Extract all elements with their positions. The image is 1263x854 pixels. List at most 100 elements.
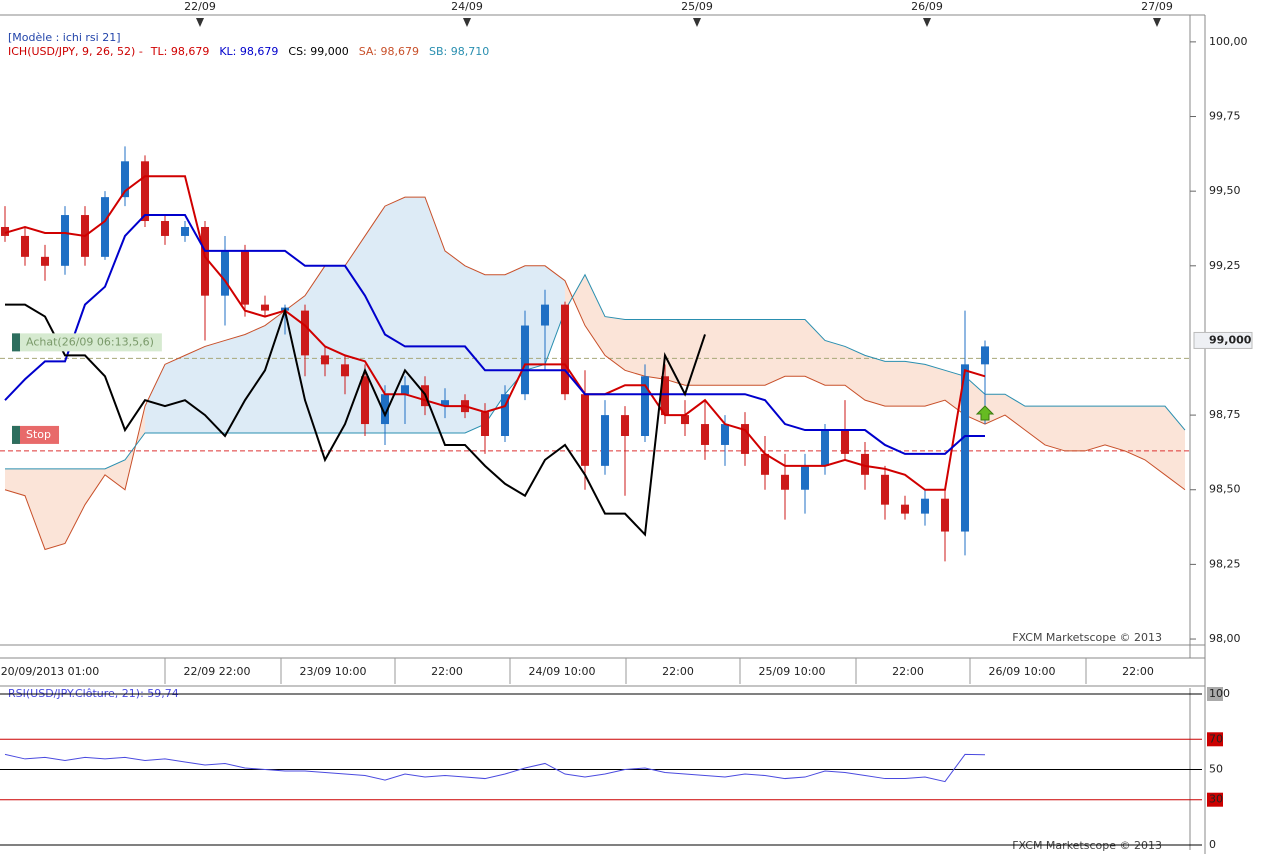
candle-body bbox=[441, 400, 449, 407]
cloud-segment bbox=[705, 319, 725, 386]
candle-body bbox=[201, 226, 209, 296]
cloud-segment bbox=[5, 468, 25, 496]
candle-body bbox=[861, 453, 869, 475]
candle-body bbox=[541, 304, 549, 326]
cloud-segment bbox=[185, 346, 205, 434]
cloud-segment bbox=[25, 468, 45, 550]
rsi-tick-label: 100 bbox=[1209, 687, 1230, 700]
candle-body bbox=[961, 364, 969, 532]
cloud-segment bbox=[545, 265, 565, 365]
candle-body bbox=[881, 474, 889, 505]
cloud-segment bbox=[1165, 406, 1185, 490]
rsi-tick-label: 70 bbox=[1209, 732, 1223, 745]
top-tick-label: 26/09 bbox=[911, 0, 943, 13]
cloud-segment bbox=[805, 319, 825, 386]
candle-body bbox=[41, 256, 49, 266]
candle-body bbox=[261, 304, 269, 311]
level-box bbox=[12, 333, 162, 352]
cloud-segment bbox=[485, 274, 505, 425]
level-label: Stop bbox=[26, 428, 51, 441]
cloud-segment bbox=[1145, 406, 1165, 475]
cloud-segment bbox=[385, 197, 405, 434]
candle-body bbox=[701, 424, 709, 445]
cloud-segment bbox=[505, 265, 525, 395]
cloud-segment bbox=[885, 361, 905, 407]
cloud-segment bbox=[665, 319, 685, 386]
legend-entry: KL: 98,679 bbox=[219, 45, 278, 58]
legend-entry: SB: 98,710 bbox=[429, 45, 489, 58]
rsi-tick-box bbox=[1207, 687, 1223, 701]
candle-body bbox=[661, 376, 669, 416]
rsi-tick-label: 50 bbox=[1209, 763, 1223, 776]
y-tick-label: 99,50 bbox=[1209, 184, 1241, 197]
candle-body bbox=[341, 364, 349, 377]
y-tick-label: 98,25 bbox=[1209, 557, 1241, 570]
candle-body bbox=[801, 465, 809, 490]
cloud-segment bbox=[1045, 406, 1065, 451]
cloud-segment bbox=[1025, 406, 1045, 445]
cloud-segment bbox=[845, 346, 865, 401]
cloud-segment bbox=[745, 319, 765, 386]
cloud-segment bbox=[585, 274, 605, 356]
level-box-marker bbox=[12, 333, 20, 352]
series-line bbox=[4, 175, 986, 491]
x-tick-label: 22:00 bbox=[662, 665, 694, 678]
last-price-box bbox=[1193, 331, 1253, 349]
top-tick-label: 24/09 bbox=[451, 0, 483, 13]
candle-body bbox=[581, 394, 589, 466]
candle-body bbox=[61, 215, 69, 266]
cloud-segment bbox=[1085, 406, 1105, 451]
cloud-segment bbox=[165, 355, 185, 434]
cloud-segment bbox=[765, 319, 785, 386]
top-tick-marker bbox=[923, 18, 931, 27]
candle-body bbox=[841, 430, 849, 454]
candle-body bbox=[481, 412, 489, 436]
legend-entry: TL: 98,679 bbox=[150, 45, 210, 58]
candle-body bbox=[121, 161, 129, 198]
cloud-segment bbox=[405, 197, 425, 434]
cloud-segment bbox=[325, 265, 345, 434]
cloud-segment bbox=[1105, 406, 1125, 451]
candle-body bbox=[741, 424, 749, 454]
candle-body bbox=[361, 376, 369, 425]
cloud-segment bbox=[925, 364, 945, 407]
candle-body bbox=[601, 415, 609, 466]
series-line bbox=[4, 214, 985, 455]
y-tick-label: 98,50 bbox=[1209, 483, 1241, 496]
candle-body bbox=[301, 310, 309, 356]
cloud-segment bbox=[865, 355, 885, 407]
y-tick-label: 98,00 bbox=[1209, 632, 1241, 645]
cloud-segment bbox=[145, 364, 165, 434]
top-tick-marker bbox=[463, 18, 471, 27]
cloud-layer bbox=[5, 197, 1185, 550]
cloud-segment bbox=[445, 250, 465, 434]
series-line bbox=[4, 753, 986, 783]
candle-body bbox=[381, 394, 389, 425]
candle-body bbox=[141, 161, 149, 222]
candle-body bbox=[401, 385, 409, 395]
candle-body bbox=[781, 474, 789, 490]
candle-body bbox=[521, 325, 529, 395]
cloud-segment bbox=[465, 265, 485, 434]
y-tick-label: 98,75 bbox=[1209, 408, 1241, 421]
last-price-label: 99,000 bbox=[1209, 333, 1252, 346]
rsi-tick-box bbox=[1207, 732, 1223, 747]
cloud-segment bbox=[265, 310, 285, 434]
cloud-segment bbox=[525, 265, 545, 371]
y-tick-label: 100,00 bbox=[1209, 35, 1248, 48]
series-line bbox=[4, 196, 1186, 551]
candle-body bbox=[501, 394, 509, 436]
top-tick-label: 27/09 bbox=[1141, 0, 1173, 13]
x-tick-label: 22:00 bbox=[431, 665, 463, 678]
x-tick-label: 23/09 10:00 bbox=[300, 665, 367, 678]
rsi-tick-label: 30 bbox=[1209, 793, 1223, 806]
cloud-segment bbox=[365, 206, 385, 434]
y-tick-label: 99,25 bbox=[1209, 259, 1241, 272]
candle-body bbox=[181, 226, 189, 236]
cloud-segment bbox=[65, 468, 85, 544]
cloud-segment bbox=[825, 340, 845, 386]
x-tick-label: 22/09 22:00 bbox=[184, 665, 251, 678]
cloud-segment bbox=[425, 197, 445, 434]
watermark: FXCM Marketscope © 2013 bbox=[1012, 631, 1162, 644]
